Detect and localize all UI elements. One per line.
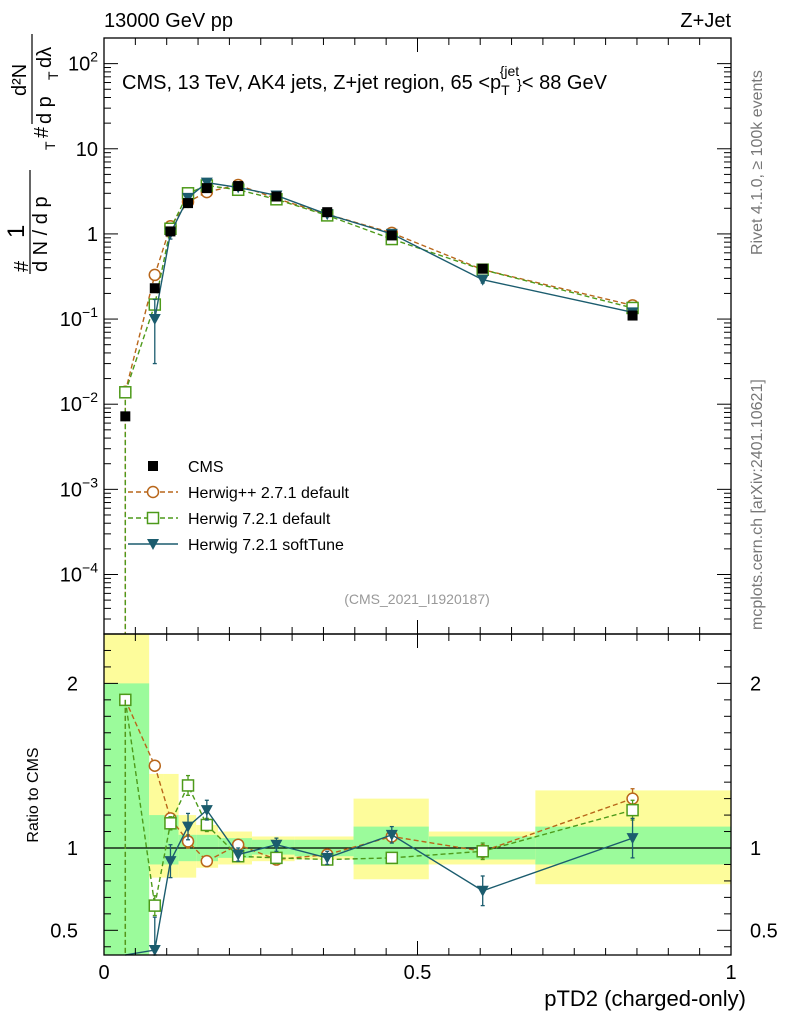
legend-marker-herwigpp <box>146 485 160 499</box>
x-axis-label: pTD2 (charged-only) <box>544 986 746 1011</box>
legend-label-herwig721: Herwig 7.2.1 default <box>188 511 331 528</box>
ratio-point-softtune <box>476 885 489 897</box>
ratio-band-green <box>104 683 150 955</box>
series-point-softtune <box>476 274 489 286</box>
svg-text:d N / d p: d N / d p <box>30 196 52 272</box>
cms-data-point <box>627 310 638 321</box>
header-process-label: Z+Jet <box>680 10 731 32</box>
top-y-tick-label: 10−3 <box>60 474 98 501</box>
series-point-softtune <box>148 314 161 326</box>
legend-marker-herwig721 <box>146 511 160 525</box>
ratio-point-herwigpp <box>200 854 214 868</box>
ratio-point-herwig721 <box>200 818 214 832</box>
ratio-y-tick-label-left: 0.5 <box>50 920 78 942</box>
cms-data-point <box>233 181 244 192</box>
ratio-point-herwig721 <box>385 851 399 865</box>
series-line-softtune <box>154 181 633 320</box>
legend-entry-herwigpp: Herwig++ 2.7.1 default <box>128 485 350 502</box>
ratio-band-green <box>149 815 164 865</box>
ratio-y-tick-label-right: 2 <box>750 673 761 695</box>
x-tick-label: 1 <box>725 962 736 984</box>
cms-data-point <box>165 226 176 237</box>
cms-data-point <box>120 411 131 422</box>
top-y-tick-label: 10−1 <box>60 304 98 331</box>
plot-title: CMS, 13 TeV, AK4 jets, Z+jet region, 65 … <box>122 63 608 98</box>
rivet-version-label: Rivet 4.1.0, ≥ 100k events <box>749 70 766 255</box>
top-y-tick-label: 1 <box>87 224 98 246</box>
top-y-tick-label: 102 <box>68 49 98 76</box>
series-point-herwigpp <box>148 268 162 282</box>
ratio-point-softtune <box>232 849 245 861</box>
ratio-band-green <box>251 839 295 855</box>
svg-text:d p: d p <box>34 96 56 124</box>
legend-entry-softtune: Herwig 7.2.1 softTune <box>128 537 344 554</box>
svg-text:dλ: dλ <box>34 47 56 68</box>
svg-text:T: T <box>42 141 58 150</box>
ratio-point-softtune <box>182 821 195 833</box>
cms-data-point <box>271 191 282 202</box>
legend-marker-softtune <box>147 539 159 550</box>
top-y-tick-label: 10−2 <box>60 389 98 416</box>
x-tick-label: 0 <box>98 962 109 984</box>
ratio-point-softtune <box>164 856 177 868</box>
ratio-point-herwig721 <box>270 851 283 865</box>
series-point-herwig721 <box>119 386 132 399</box>
cms-data-point <box>322 207 333 218</box>
legend-label-softtune: Herwig 7.2.1 softTune <box>188 537 344 554</box>
ratio-y-tick-label-left: 2 <box>67 673 78 695</box>
x-tick-label: 0.5 <box>404 962 432 984</box>
ratio-y-tick-label-right: 1 <box>750 838 761 860</box>
analysis-id-label: (CMS_2021_I1920187) <box>344 591 490 607</box>
ratio-point-softtune <box>270 839 283 851</box>
ratio-point-herwig721 <box>148 899 162 912</box>
legend-entry-cms: CMS <box>148 459 224 476</box>
cms-data-point <box>386 230 397 241</box>
ratio-point-softtune <box>148 945 161 957</box>
svg-text:#: # <box>11 260 33 272</box>
cms-data-point <box>201 183 212 194</box>
svg-text:1: 1 <box>3 225 30 238</box>
ratio-point-herwig721 <box>164 817 177 830</box>
ratio-point-softtune <box>321 852 334 864</box>
ratio-y-axis-label: Ratio to CMS <box>25 747 42 842</box>
series-line-herwigpp <box>124 184 633 392</box>
mcplots-reference-label: mcplots.cern.ch [arXiv:2401.10621] <box>749 379 766 630</box>
legend-label-herwigpp: Herwig++ 2.7.1 default <box>188 485 350 502</box>
top-y-tick-label: 10 <box>76 139 98 161</box>
ratio-point-herwig721 <box>181 779 195 792</box>
ratio-point-softtune <box>626 833 639 845</box>
top-y-axis-label: # 1 d N / d p T # d²N d p T dλ <box>3 34 61 274</box>
ratio-point-softtune <box>385 829 398 841</box>
ratio-point-herwig721 <box>476 845 489 858</box>
legend-label-cms: CMS <box>188 459 224 476</box>
top-y-tick-label: 10−4 <box>60 559 98 586</box>
legend-entry-herwig721: Herwig 7.2.1 default <box>128 511 331 528</box>
svg-text:d²N: d²N <box>9 64 31 96</box>
svg-text:#: # <box>31 126 53 138</box>
header-energy-label: 13000 GeV pp <box>104 10 233 32</box>
legend-marker-cms <box>148 461 158 471</box>
ratio-point-softtune <box>200 805 213 817</box>
ratio-point-herwig721 <box>626 803 639 817</box>
cms-data-point <box>183 198 194 209</box>
cms-data-point <box>477 263 488 274</box>
series-line-herwig721 <box>124 184 633 393</box>
cms-data-point <box>149 283 160 294</box>
ratio-y-tick-label-right: 0.5 <box>750 920 778 942</box>
svg-text:T: T <box>45 71 61 80</box>
ratio-point-herwigpp <box>148 759 162 772</box>
ratio-y-tick-label-left: 1 <box>67 838 78 860</box>
